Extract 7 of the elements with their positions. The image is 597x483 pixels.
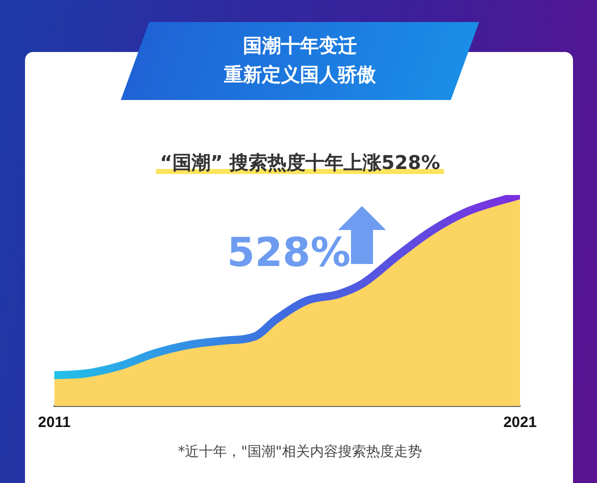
x-tick-label: 2021 xyxy=(503,414,537,432)
text: “国潮” 搜索热度十年上涨528% xyxy=(156,152,444,174)
chart-title: 国潮十年变迁 xyxy=(242,34,358,59)
annotation: 528% xyxy=(227,230,351,276)
x-tick-label: 2011 xyxy=(38,414,71,432)
chart-subtitle: 重新定义国人骄傲 xyxy=(223,63,377,88)
text: *近十年，"国潮"相关内容搜索热度走势 xyxy=(177,443,423,461)
